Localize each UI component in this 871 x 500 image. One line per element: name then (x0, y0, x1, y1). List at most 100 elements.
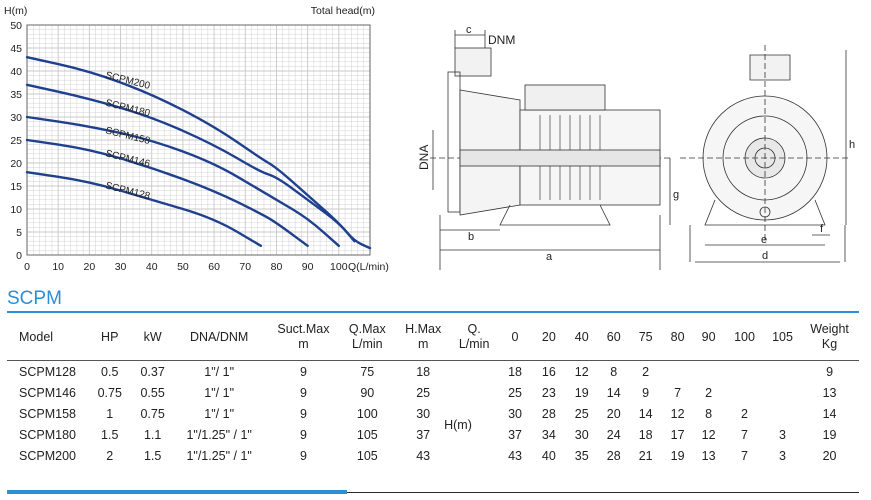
pump-dimension-drawings: c DNM DNA b a h g f e d (417, 24, 855, 270)
cell-hp: 2 (106, 448, 114, 463)
cell-suct-max: 9 (299, 427, 307, 442)
x-tick-label: 40 (146, 261, 158, 273)
cell-weight: 9 (826, 364, 834, 379)
cell-h-max: 18 (416, 364, 431, 379)
cell-head-value: 3 (779, 448, 786, 463)
cell-model: SCPM200 (19, 448, 76, 463)
cell-q-spacer (451, 361, 498, 383)
x-tick-label: 30 (115, 261, 127, 273)
col-header-flow-20: 20 (532, 314, 566, 361)
x-tick-label: 50 (177, 261, 189, 273)
cell-head-value: 30 (574, 427, 589, 442)
col-header-flow-60: 60 (598, 314, 630, 361)
cell-head-value: 3 (779, 427, 786, 442)
dim-label-d: d (762, 250, 768, 262)
y-tick-label: 5 (16, 227, 22, 239)
cell-suct-max: 9 (299, 406, 307, 421)
cell-head-value: 25 (574, 406, 589, 421)
cell-head-value: 12 (670, 406, 685, 421)
x-tick-label: 20 (84, 261, 96, 273)
head-unit-label: H(m) (444, 418, 472, 432)
series-label: SCPM128 (104, 181, 151, 203)
cell-head-value: 28 (541, 406, 556, 421)
dim-label-g: g (673, 189, 679, 201)
series-line-scpm158 (25, 115, 341, 247)
cell-dna-dnm: 1"/ 1" (204, 364, 235, 379)
col-header-h-max: H.Max m (395, 314, 451, 361)
cell-hp: 1.5 (101, 427, 119, 442)
cell-weight: 14 (822, 406, 837, 421)
y-tick-label: 45 (10, 43, 22, 55)
cell-head-value: 9 (642, 385, 650, 400)
cell-dna-dnm: 1"/1.25" / 1" (186, 448, 252, 463)
y-tick-label: 15 (10, 181, 22, 193)
cell-kw: 0.55 (140, 385, 165, 400)
y-axis-label: H(m) (4, 5, 27, 17)
cell-head-value: 16 (541, 364, 556, 379)
cell-head-value: 19 (670, 448, 685, 463)
cell-hp: 0.5 (101, 364, 119, 379)
cell-head-value: 34 (541, 427, 556, 442)
cell-head-value: 30 (508, 406, 522, 421)
y-tick-label: 25 (10, 135, 22, 147)
cell-kw: 0.75 (140, 406, 165, 421)
cell-head-value: 23 (541, 385, 556, 400)
cell-head-value: 18 (508, 364, 522, 379)
col-header-flow-40: 40 (565, 314, 599, 361)
cell-model: SCPM180 (19, 427, 76, 442)
col-header-flow-80: 80 (662, 314, 694, 361)
cell-head-value: 21 (638, 448, 653, 463)
cell-suct-max: 9 (299, 448, 307, 463)
table-bottom-rule (7, 492, 859, 493)
col-header-flow-90: 90 (693, 314, 725, 361)
col-header-hp: HP (84, 314, 135, 361)
dim-label-dna: DNA (417, 145, 431, 170)
cell-weight: 20 (822, 448, 837, 463)
cell-weight: 13 (822, 385, 837, 400)
cell-head-value (724, 382, 765, 403)
col-header-dna-dnm: DNA/DNM (170, 314, 268, 361)
col-header-kw: kW (134, 314, 171, 361)
cell-h-max: 43 (416, 448, 431, 463)
cell-dna-dnm: 1"/ 1" (204, 406, 235, 421)
series-label: SCPM146 (104, 148, 151, 170)
cell-kw: 1.5 (143, 448, 162, 463)
cell-head-value (765, 403, 800, 424)
cell-head-value: 7 (674, 385, 682, 400)
dim-label-h: h (849, 139, 855, 151)
dim-label-dnm: DNM (488, 33, 515, 47)
cell-head-value: 12 (574, 364, 589, 379)
x-tick-label: 80 (271, 261, 283, 273)
y-tick-label: 0 (16, 250, 22, 262)
cell-head-value: 37 (508, 427, 522, 442)
series-line-scpm146 (25, 138, 309, 247)
col-header-q: Q. L/min (450, 314, 498, 361)
dim-label-c: c (466, 24, 472, 36)
cell-head-value (693, 361, 724, 383)
x-tick-label: 100 (330, 261, 348, 273)
cell-suct-max: 9 (299, 364, 307, 379)
cell-q-spacer (451, 382, 498, 403)
table-top-rule (7, 311, 859, 313)
x-tick-label: 10 (52, 261, 64, 273)
x-tick-label: 0 (24, 261, 30, 273)
cell-h-max: 37 (416, 427, 431, 442)
col-header-model: Model (7, 314, 85, 361)
col-header-flow-75: 75 (629, 314, 663, 361)
cell-head-value: 35 (574, 448, 589, 463)
table-row: SCPM200 2 1.5 1"/1.25" / 1" 9 105 43 43 40 35 28 21… (7, 445, 859, 466)
pump-side-view (430, 30, 670, 270)
cell-head-value: 8 (705, 406, 713, 421)
cell-head-value: 17 (670, 427, 685, 442)
cell-q-max: 90 (360, 385, 375, 400)
y-tick-label: 40 (10, 66, 22, 78)
x-tick-label: 90 (302, 261, 314, 273)
series-line-scpm180 (25, 83, 356, 243)
cell-head-value: 13 (701, 448, 716, 463)
cell-head-value: 40 (541, 448, 556, 463)
col-header-flow-0: 0 (497, 314, 533, 361)
cell-head-value: 43 (508, 448, 522, 463)
y-tick-label: 50 (10, 20, 22, 32)
y-tick-label: 35 (10, 89, 22, 101)
cell-model: SCPM146 (19, 385, 76, 400)
